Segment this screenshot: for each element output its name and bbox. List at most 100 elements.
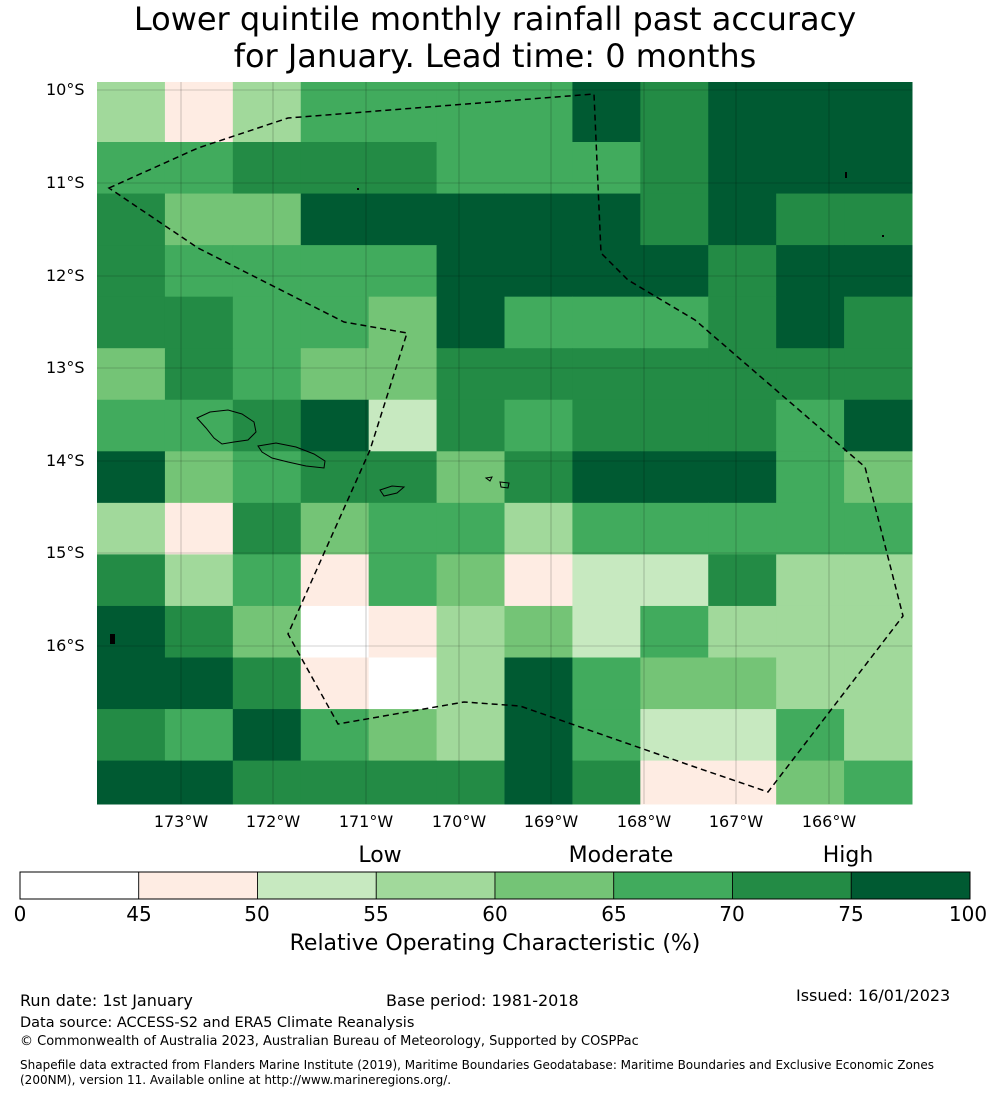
map-title-line2: for January. Lead time: 0 months	[233, 37, 757, 75]
grid-cell	[640, 657, 709, 710]
grid-cell	[300, 142, 370, 195]
grid-cell	[164, 296, 234, 349]
grid-cell	[164, 760, 234, 805]
grid-cell	[844, 502, 913, 555]
grid-cell	[776, 451, 845, 504]
grid-cell	[300, 399, 370, 452]
manua-island-1	[484, 476, 493, 482]
colorbar-tick-0: 0	[13, 902, 27, 926]
grid-cell	[436, 502, 505, 555]
grid-cell	[300, 554, 370, 607]
grid-cell	[572, 709, 641, 762]
grid-cell	[436, 193, 505, 246]
grid-cell	[844, 760, 913, 805]
grid-cell	[572, 502, 641, 555]
grid-cell	[164, 193, 234, 246]
grid-cell	[640, 502, 709, 555]
grid-cell	[436, 657, 505, 710]
grid-cell	[572, 605, 641, 658]
colorbar-segment	[850, 871, 971, 900]
colorbar-segment	[257, 871, 377, 900]
grid-cell	[368, 193, 438, 246]
grid-cell	[572, 193, 641, 246]
grid-cell	[300, 193, 370, 246]
grid-cell	[504, 554, 573, 607]
grid-cell	[844, 193, 913, 246]
grid-cell	[97, 193, 166, 246]
grid-cell	[844, 348, 913, 401]
grid-cell	[97, 605, 166, 658]
grid-cell	[776, 605, 845, 658]
lat-label-16s: 16°S	[46, 636, 85, 655]
grid-cell	[708, 245, 777, 298]
grid-cell	[164, 245, 234, 298]
colorbar	[19, 871, 971, 900]
grid-cell	[708, 82, 777, 143]
grid-cell	[164, 605, 234, 658]
shapefile-credit-line2: (200NM), version 11. Available online at…	[20, 1073, 452, 1087]
grid-cell	[776, 760, 845, 805]
grid-cell	[436, 82, 505, 143]
grid-cell	[640, 296, 709, 349]
grid-cell	[708, 399, 777, 452]
lon-label-173w: 173°W	[153, 812, 209, 831]
grid-cell	[232, 657, 302, 710]
lon-label-167w: 167°W	[708, 812, 764, 831]
grid-cell	[232, 709, 302, 762]
grid-cell	[232, 142, 302, 195]
grid-cell	[708, 142, 777, 195]
grid-cell	[572, 82, 641, 143]
grid-cell	[164, 399, 234, 452]
grid-cell	[232, 296, 302, 349]
grid-cell	[844, 82, 913, 143]
grid-cell	[97, 245, 166, 298]
grid-cell	[436, 760, 505, 805]
grid-cell	[300, 296, 370, 349]
colorbar-segment	[138, 871, 258, 900]
grid-cell	[232, 502, 302, 555]
grid-cell	[97, 657, 166, 710]
grid-cell	[640, 399, 709, 452]
grid-cell	[232, 82, 302, 143]
grid-cell	[708, 554, 777, 607]
grid-cell	[504, 82, 573, 143]
grid-cell	[844, 296, 913, 349]
grid-cell	[640, 709, 709, 762]
grid-cell	[300, 245, 370, 298]
grid-cell	[436, 245, 505, 298]
grid-cell	[844, 554, 913, 607]
grid-cell	[368, 605, 438, 658]
grid-cell	[844, 399, 913, 452]
grid-cell	[572, 348, 641, 401]
lat-label-15s: 15°S	[46, 543, 85, 562]
small-islets	[110, 172, 884, 644]
savaii-island	[196, 409, 257, 445]
grid-cell	[368, 657, 438, 710]
grid-cell	[776, 554, 845, 607]
colorbar-tick-75: 75	[838, 902, 864, 926]
lat-label-14s: 14°S	[46, 451, 85, 470]
grid-cell	[368, 82, 438, 143]
colorbar-tick-65: 65	[601, 902, 627, 926]
grid-cell	[97, 760, 166, 805]
grid-cell	[504, 451, 573, 504]
grid-cell	[232, 348, 302, 401]
colorbar-segment	[19, 871, 140, 900]
grid-cell	[572, 657, 641, 710]
lat-label-10s: 10°S	[46, 80, 85, 99]
colorbar-tick-70: 70	[719, 902, 745, 926]
grid-cell	[368, 296, 438, 349]
lon-label-168w: 168°W	[616, 812, 672, 831]
lon-label-171w: 171°W	[338, 812, 394, 831]
grid-cell	[776, 709, 845, 762]
grid-cell	[640, 193, 709, 246]
copyright-notice: © Commonwealth of Australia 2023, Austra…	[20, 1034, 639, 1049]
grid-cell	[97, 142, 166, 195]
grid-cell	[640, 142, 709, 195]
colorbar-tick-60: 60	[482, 902, 508, 926]
grid-cell	[572, 451, 641, 504]
grid-cell	[776, 142, 845, 195]
grid-cell	[97, 296, 166, 349]
grid-cell	[504, 245, 573, 298]
grid-cell	[300, 605, 370, 658]
